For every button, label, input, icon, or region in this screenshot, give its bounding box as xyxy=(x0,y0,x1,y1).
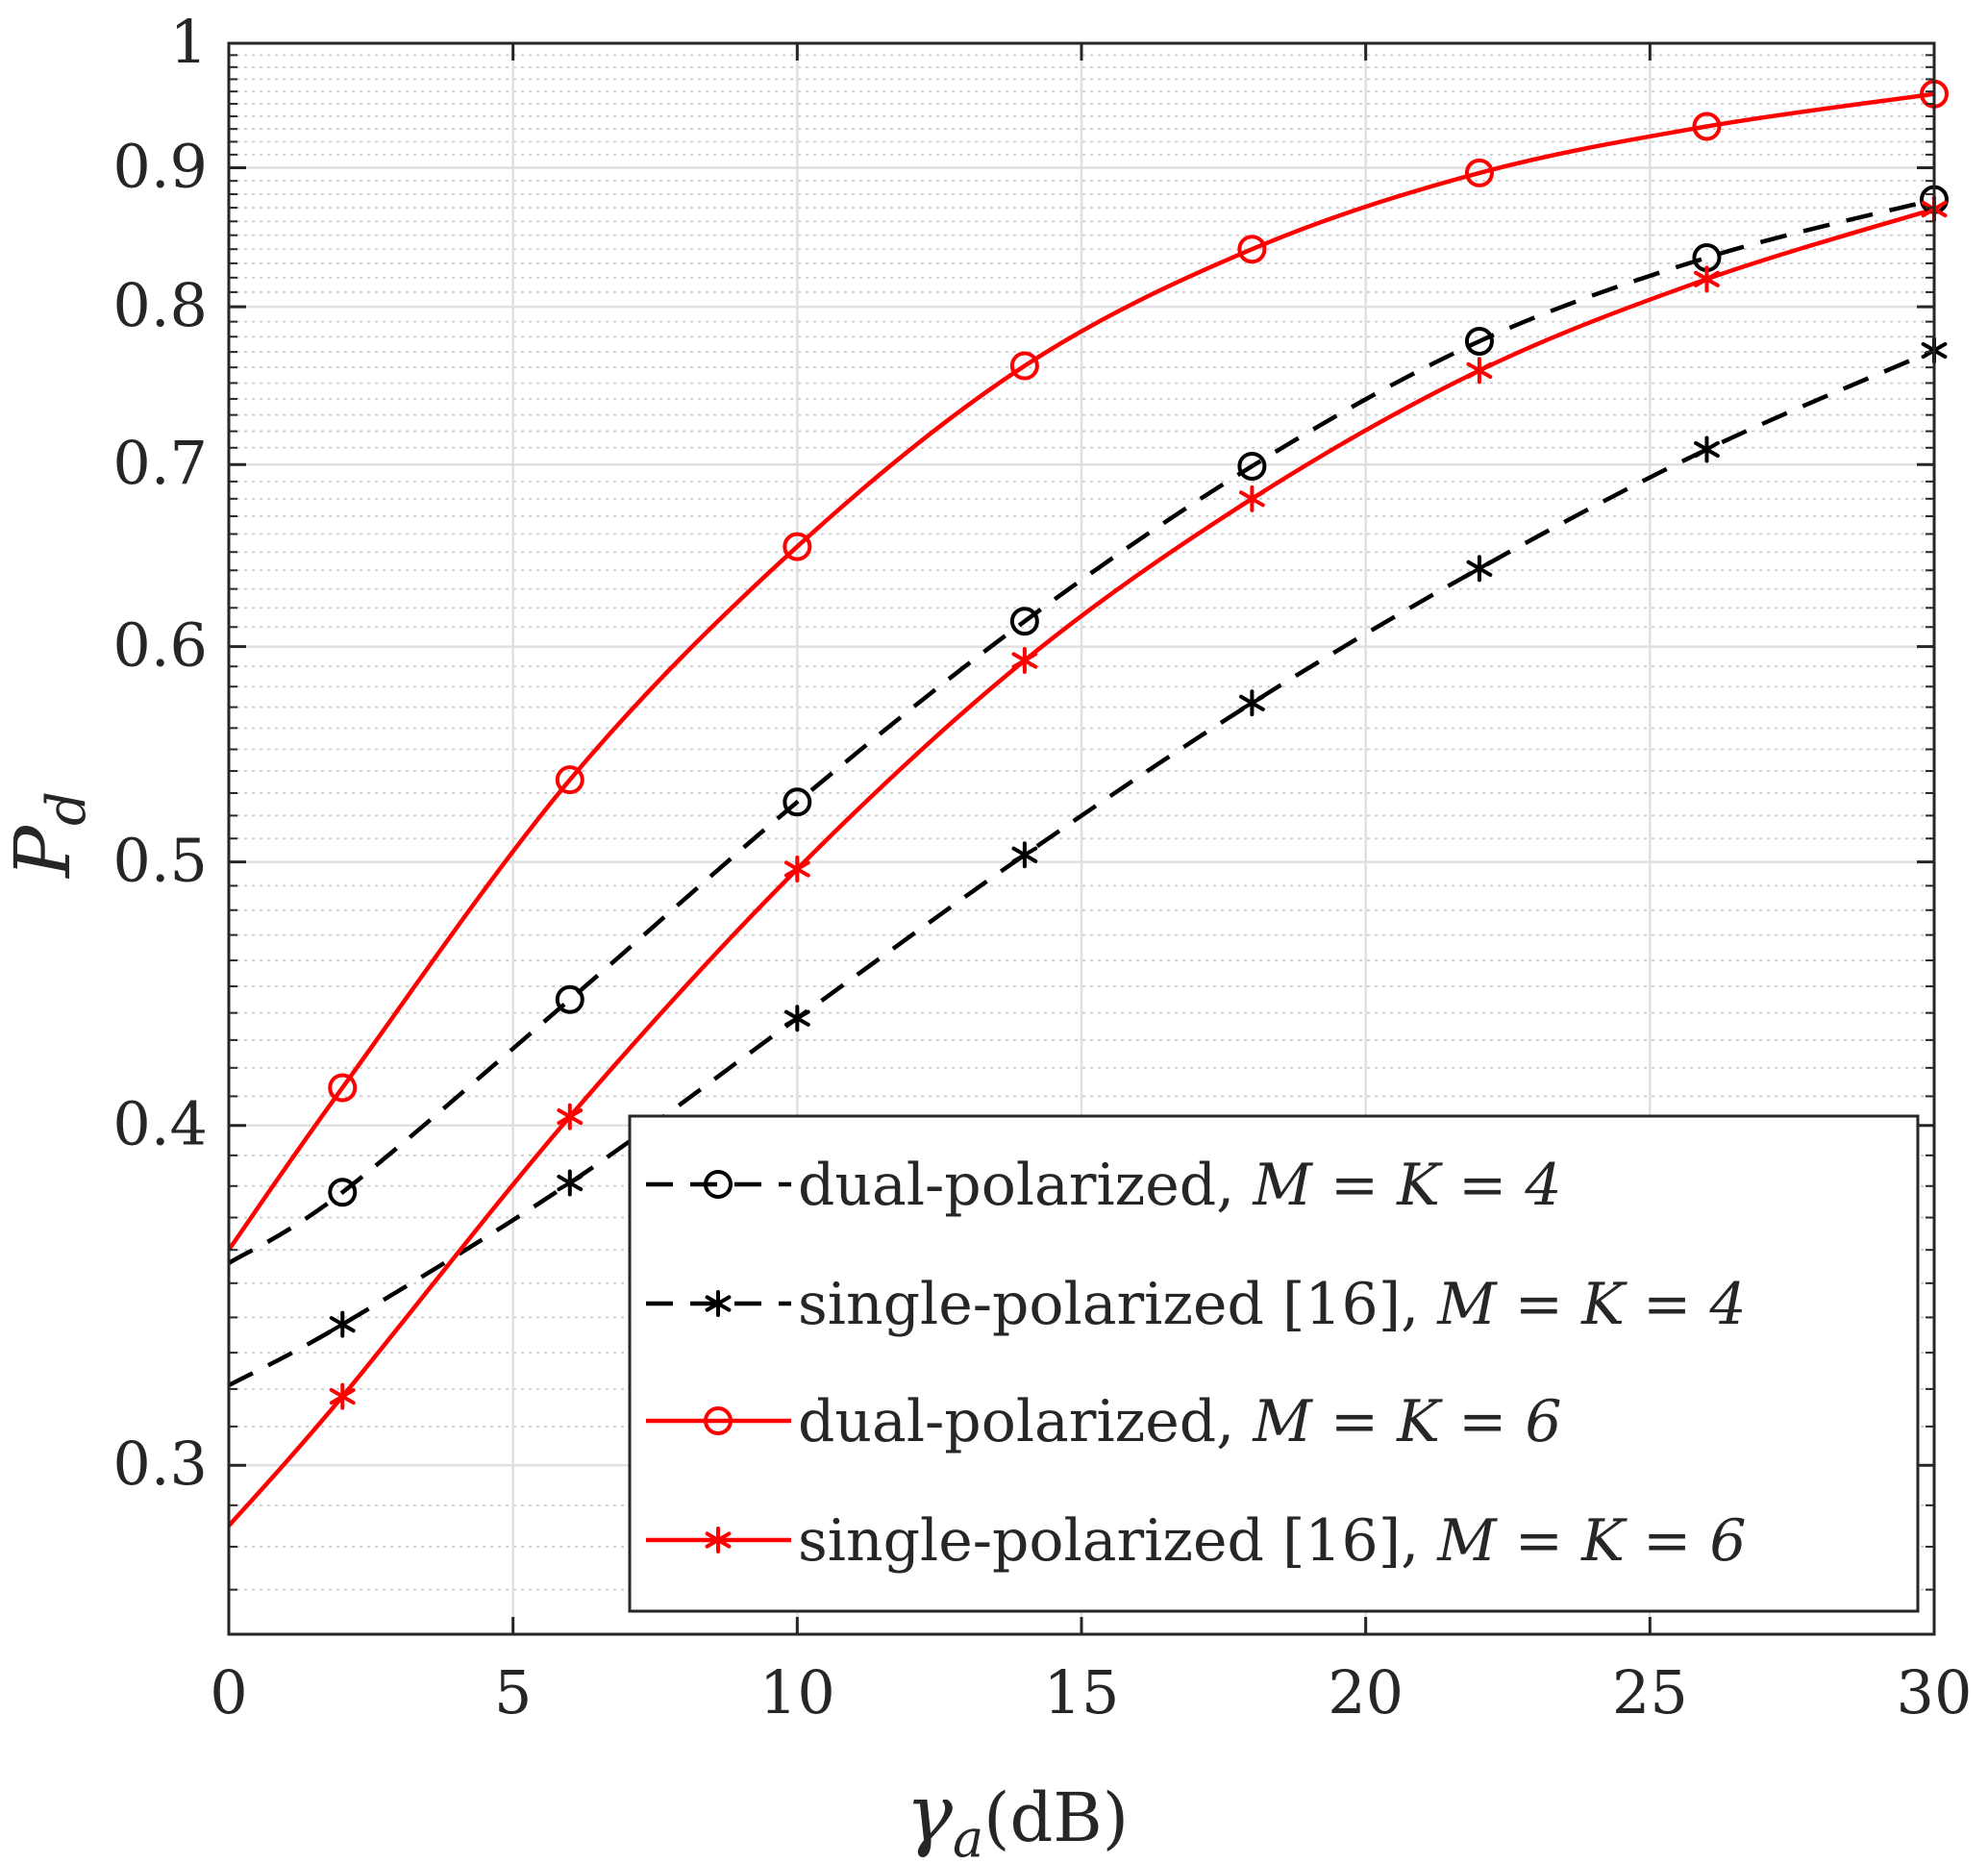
legend-label-text: dual-polarized, xyxy=(798,1152,1253,1219)
series-1-point xyxy=(328,1178,358,1207)
legend-entry-4: single-polarized [16], M = K = 6 xyxy=(646,1507,1747,1575)
x-tick-label: 10 xyxy=(759,1657,835,1727)
y-tick-label: 0.5 xyxy=(112,826,208,896)
legend-label-text: single-polarized [16], xyxy=(798,1271,1437,1338)
series-3-point xyxy=(1692,112,1722,141)
y-tick-label: 0.3 xyxy=(112,1429,208,1499)
series-4-point-stroke xyxy=(1466,361,1493,380)
x-tick-label: 25 xyxy=(1612,1657,1688,1727)
y-axis-label: Pd xyxy=(0,791,98,880)
legend-label-4: single-polarized [16], M = K = 6 xyxy=(798,1507,1747,1575)
series-lines xyxy=(229,91,1934,1528)
series-4-point xyxy=(1011,647,1038,675)
x-tick-labels: 0 5 10 15 20 25 30 xyxy=(210,1657,1972,1727)
legend-label-text: dual-polarized, xyxy=(798,1388,1253,1455)
series-3-point xyxy=(783,532,812,561)
series-2-point xyxy=(1466,555,1493,583)
y-tick-labels: 0.3 0.4 0.5 0.6 0.7 0.8 0.9 1 xyxy=(112,7,208,1499)
y-tick-label: 0.6 xyxy=(112,610,208,681)
legend-label-math: M = K = 6 xyxy=(1436,1507,1746,1575)
legend-marker-4 xyxy=(705,1527,732,1553)
series-1-point xyxy=(783,787,812,817)
legend-box xyxy=(628,1114,1920,1613)
series-2-point-stroke xyxy=(1011,846,1038,863)
series-1-point xyxy=(1237,451,1267,481)
legend-marker-4-stroke xyxy=(705,1531,732,1549)
series-markers xyxy=(328,79,1949,1410)
legend-marker-3 xyxy=(704,1406,733,1435)
series-2-point xyxy=(557,1169,584,1197)
legend-entry-3: dual-polarized, M = K = 6 xyxy=(646,1388,1562,1455)
series-4-point xyxy=(783,855,810,882)
series-3-point xyxy=(1464,158,1494,187)
y-tick-label: 1 xyxy=(170,7,208,77)
series-2-point-stroke xyxy=(557,1174,584,1192)
series-3-point xyxy=(328,1073,358,1103)
x-tick-label: 15 xyxy=(1044,1657,1120,1727)
y-tick-label: 0.8 xyxy=(112,270,208,340)
series-4-point-stroke xyxy=(783,860,810,878)
y-axis-label-symbol: P xyxy=(0,825,87,880)
legend-label-text: single-polarized [16], xyxy=(798,1507,1437,1575)
x-tick-label: 30 xyxy=(1897,1657,1973,1727)
series-2-point-stroke xyxy=(783,1009,810,1027)
x-tick-label: 20 xyxy=(1328,1657,1404,1727)
series-4-point xyxy=(329,1382,356,1410)
series-4-point-stroke xyxy=(329,1387,356,1405)
series-4-point-stroke xyxy=(1239,490,1265,508)
y-axis-label-subscript: d xyxy=(36,791,98,826)
axis-ticks xyxy=(227,41,1936,1634)
y-tick-label: 0.7 xyxy=(112,428,208,498)
series-4-point xyxy=(557,1103,584,1131)
x-axis-label-subscript: a xyxy=(953,1808,983,1864)
legend-marker-2-stroke xyxy=(705,1295,732,1312)
legend-label-1: dual-polarized, M = K = 4 xyxy=(798,1152,1562,1219)
x-tick-label: 5 xyxy=(494,1657,532,1727)
series-4-point xyxy=(1466,357,1493,385)
series-4-point-stroke xyxy=(1694,270,1720,287)
series-line-3 xyxy=(229,91,1934,1252)
x-axis-label-symbol: γ xyxy=(906,1769,954,1860)
series-2-point xyxy=(1239,689,1265,717)
series-2-point-stroke xyxy=(329,1316,356,1333)
series-line-2 xyxy=(229,348,1934,1388)
series-2-point xyxy=(1011,841,1038,869)
series-1-point xyxy=(1464,326,1494,356)
series-4-point xyxy=(1694,265,1720,293)
x-axis-label-unit: (dB) xyxy=(983,1778,1129,1857)
series-4-point xyxy=(1239,485,1265,512)
legend: dual-polarized, M = K = 4single-polarize… xyxy=(628,1114,1920,1613)
legend-entry-1: dual-polarized, M = K = 4 xyxy=(646,1152,1562,1219)
y-tick-label: 0.9 xyxy=(112,131,208,201)
series-line-4 xyxy=(229,207,1934,1528)
legend-label-math: M = K = 6 xyxy=(1252,1388,1561,1455)
legend-label-3: dual-polarized, M = K = 6 xyxy=(798,1388,1562,1455)
series-1-point xyxy=(555,984,584,1014)
series-3-point xyxy=(1237,235,1267,264)
series-2-point-stroke xyxy=(1239,694,1265,711)
legend-marker-2 xyxy=(705,1290,732,1317)
series-2-point xyxy=(329,1310,356,1338)
legend-entry-2: single-polarized [16], M = K = 4 xyxy=(646,1271,1747,1338)
legend-label-math: M = K = 4 xyxy=(1436,1271,1746,1338)
legend-label-math: M = K = 4 xyxy=(1252,1152,1561,1219)
series-2-point xyxy=(783,1005,810,1032)
y-tick-label: 0.4 xyxy=(112,1089,208,1159)
series-2-point-stroke xyxy=(1466,559,1493,577)
series-4-point-stroke xyxy=(557,1107,584,1126)
legend-marker-1 xyxy=(704,1170,733,1199)
series-3-point xyxy=(1009,351,1039,381)
legend-label-2: single-polarized [16], M = K = 4 xyxy=(798,1271,1747,1338)
series-2-point xyxy=(1694,435,1720,463)
series-1-point xyxy=(1009,607,1039,636)
series-2-point-stroke xyxy=(1694,440,1720,459)
series-3-point xyxy=(555,765,584,795)
series-line-1 xyxy=(229,197,1934,1265)
series-4-point-stroke xyxy=(1011,652,1038,669)
x-axis-label: γa(dB) xyxy=(906,1769,1129,1864)
x-tick-label: 0 xyxy=(210,1657,247,1727)
